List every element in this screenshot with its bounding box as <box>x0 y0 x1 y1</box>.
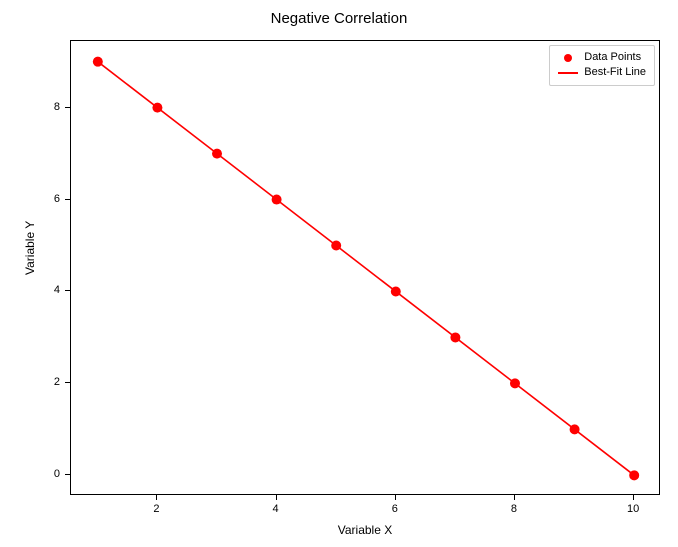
y-tick-mark <box>65 107 70 108</box>
data-point <box>93 57 103 67</box>
data-point <box>272 195 282 205</box>
y-tick-label: 2 <box>35 376 60 388</box>
x-tick-mark <box>276 495 277 500</box>
x-tick-mark <box>156 495 157 500</box>
line-icon <box>558 72 578 74</box>
legend-label-points: Data Points <box>584 50 641 65</box>
legend: Data Points Best-Fit Line <box>549 45 655 86</box>
data-point <box>570 424 580 434</box>
data-point <box>391 286 401 296</box>
x-axis-label: Variable X <box>70 523 660 537</box>
x-tick-mark <box>633 495 634 500</box>
y-axis-label: Variable Y <box>23 255 37 275</box>
legend-entry-line: Best-Fit Line <box>558 65 646 80</box>
data-point <box>510 378 520 388</box>
legend-entry-points: Data Points <box>558 50 646 65</box>
x-tick-label: 4 <box>273 503 279 515</box>
y-tick-label: 4 <box>35 284 60 296</box>
chart-container: Negative Correlation Data Points Best-Fi… <box>0 0 678 547</box>
plot-area: Data Points Best-Fit Line <box>70 40 660 495</box>
y-tick-mark <box>65 290 70 291</box>
chart-title: Negative Correlation <box>0 10 678 27</box>
x-tick-label: 6 <box>392 503 398 515</box>
y-tick-label: 0 <box>35 468 60 480</box>
data-point <box>212 149 222 159</box>
x-tick-mark <box>395 495 396 500</box>
y-tick-mark <box>65 474 70 475</box>
y-tick-label: 6 <box>35 193 60 205</box>
legend-swatch-line <box>558 72 578 74</box>
x-tick-label: 2 <box>153 503 159 515</box>
y-tick-label: 8 <box>35 101 60 113</box>
y-tick-mark <box>65 199 70 200</box>
plot-svg <box>71 41 661 496</box>
best-fit-line <box>98 62 634 476</box>
x-tick-label: 10 <box>627 503 639 515</box>
legend-swatch-points <box>558 54 578 62</box>
x-tick-label: 8 <box>511 503 517 515</box>
data-point <box>629 470 639 480</box>
legend-label-line: Best-Fit Line <box>584 65 646 80</box>
x-tick-mark <box>514 495 515 500</box>
y-tick-mark <box>65 382 70 383</box>
data-point <box>450 332 460 342</box>
data-point <box>152 103 162 113</box>
circle-icon <box>564 54 572 62</box>
data-point <box>331 241 341 251</box>
